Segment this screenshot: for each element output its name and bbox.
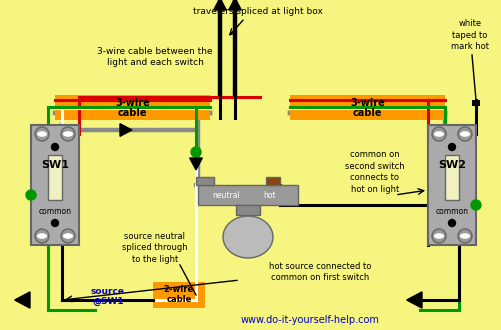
Text: SW1: SW1 <box>41 160 69 170</box>
Ellipse shape <box>459 234 468 238</box>
Text: 3-wire: 3-wire <box>115 98 150 109</box>
Text: source: source <box>91 286 125 295</box>
Circle shape <box>457 127 471 141</box>
Circle shape <box>447 219 454 226</box>
Polygon shape <box>228 0 241 10</box>
Circle shape <box>457 229 471 243</box>
Bar <box>290 95 444 120</box>
Circle shape <box>52 144 59 150</box>
Text: hot source connected to
common on first switch: hot source connected to common on first … <box>268 262 370 282</box>
Text: www.do-it-yourself-help.com: www.do-it-yourself-help.com <box>240 315 379 325</box>
Polygon shape <box>406 292 421 308</box>
Ellipse shape <box>63 234 72 238</box>
Bar <box>195 177 213 185</box>
Bar <box>31 125 79 245</box>
Polygon shape <box>120 124 132 136</box>
Text: cable: cable <box>352 109 381 118</box>
Circle shape <box>52 219 59 226</box>
Ellipse shape <box>459 132 468 136</box>
Polygon shape <box>15 292 30 308</box>
Circle shape <box>35 127 49 141</box>
Text: common: common <box>435 207 467 215</box>
Ellipse shape <box>222 216 273 258</box>
Text: @SW1: @SW1 <box>92 296 124 306</box>
Circle shape <box>431 127 445 141</box>
Bar <box>444 154 458 200</box>
Polygon shape <box>213 0 226 10</box>
Circle shape <box>61 229 75 243</box>
Circle shape <box>35 229 49 243</box>
Circle shape <box>190 147 200 157</box>
Text: hot: hot <box>263 190 276 200</box>
Ellipse shape <box>434 234 442 238</box>
Text: neutral: neutral <box>212 190 239 200</box>
Ellipse shape <box>63 132 72 136</box>
Text: travelers spliced at light box: travelers spliced at light box <box>193 8 322 16</box>
Polygon shape <box>189 158 202 170</box>
Text: 2-wire: 2-wire <box>163 285 194 294</box>
Circle shape <box>61 127 75 141</box>
Text: cable: cable <box>118 109 147 118</box>
Ellipse shape <box>38 132 47 136</box>
Text: 3-wire cable between the
light and each switch: 3-wire cable between the light and each … <box>97 47 212 67</box>
Bar <box>55 95 209 120</box>
Ellipse shape <box>434 132 442 136</box>
Circle shape <box>26 190 36 200</box>
Circle shape <box>470 200 480 210</box>
Ellipse shape <box>38 234 47 238</box>
Bar <box>48 154 62 200</box>
Text: cable: cable <box>166 295 191 305</box>
Bar <box>197 185 298 205</box>
Text: SW2: SW2 <box>437 160 465 170</box>
Bar <box>266 177 280 185</box>
Bar <box>427 125 475 245</box>
Text: white
taped to
mark hot: white taped to mark hot <box>450 19 488 51</box>
Circle shape <box>447 144 454 150</box>
Bar <box>471 100 479 106</box>
Text: common on
second switch
connects to
hot on light: common on second switch connects to hot … <box>345 150 404 194</box>
Bar <box>235 205 260 215</box>
Text: source neutral
spliced through
to the light: source neutral spliced through to the li… <box>122 232 187 264</box>
Bar <box>153 282 204 308</box>
Text: 3-wire: 3-wire <box>349 98 384 109</box>
Text: common: common <box>39 207 71 215</box>
Circle shape <box>431 229 445 243</box>
